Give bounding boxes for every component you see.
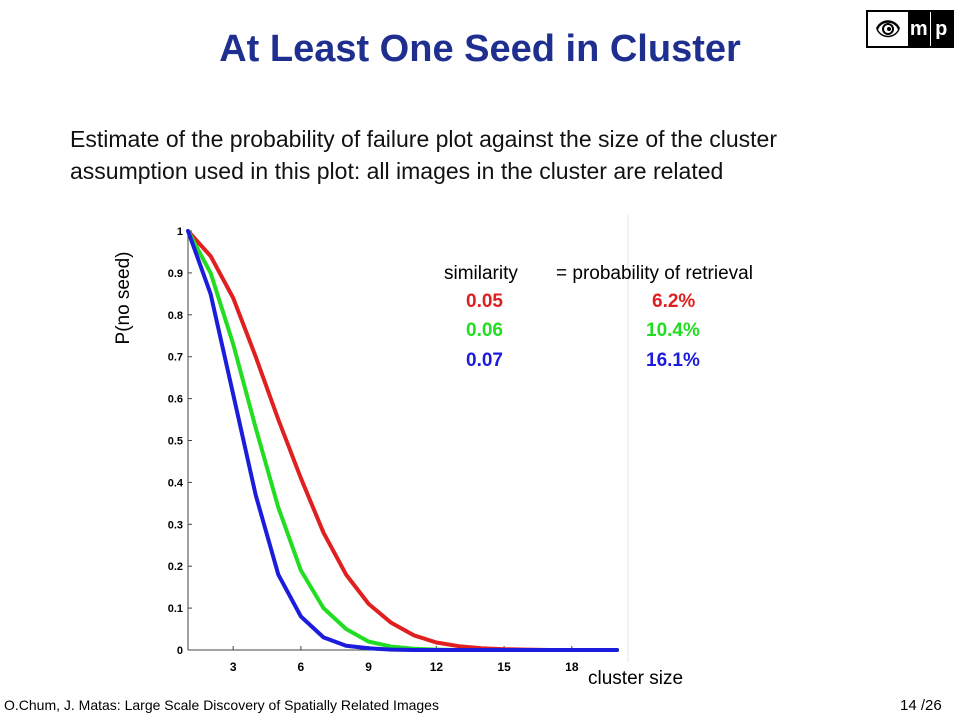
y-tick-label: 0.6 bbox=[168, 394, 183, 406]
y-tick-label: 0.8 bbox=[168, 310, 183, 322]
y-tick-label: 0.2 bbox=[168, 561, 183, 573]
x-tick-label: 18 bbox=[565, 660, 579, 674]
legend-similarity-3: 0.07 bbox=[466, 350, 503, 371]
y-axis-label: P(no seed) bbox=[113, 251, 134, 345]
footer-citation: O.Chum, J. Matas: Large Scale Discovery … bbox=[4, 697, 439, 713]
slide-number: 14 /26 bbox=[900, 697, 942, 714]
y-tick-label: 1 bbox=[177, 226, 183, 238]
y-tick-label: 0 bbox=[177, 645, 183, 657]
x-tick-label: 12 bbox=[430, 660, 444, 674]
legend-header-probability: = probability of retrieval bbox=[556, 263, 753, 284]
legend-probability-3: 16.1% bbox=[646, 350, 700, 371]
legend-probability-1: 6.2% bbox=[652, 291, 696, 312]
x-tick-label: 3 bbox=[230, 660, 237, 674]
cmp-logo: m p bbox=[866, 10, 954, 48]
y-tick-label: 0.5 bbox=[168, 436, 183, 448]
legend-probability-2: 10.4% bbox=[646, 320, 700, 341]
logo-letter-m: m bbox=[908, 12, 931, 46]
y-tick-label: 0.7 bbox=[168, 352, 183, 364]
logo-letter-p: p bbox=[930, 12, 952, 46]
legend-header-similarity: similarity bbox=[444, 263, 518, 284]
eye-icon bbox=[868, 12, 908, 46]
subtitle-line-1: Estimate of the probability of failure p… bbox=[70, 126, 777, 152]
x-tick-label: 15 bbox=[497, 660, 511, 674]
x-tick-label: 9 bbox=[365, 660, 372, 674]
y-tick-label: 0.4 bbox=[168, 477, 184, 489]
legend-similarity-2: 0.06 bbox=[466, 320, 503, 341]
subtitle-line-2: assumption used in this plot: all images… bbox=[70, 158, 724, 184]
y-tick-label: 0.9 bbox=[168, 268, 183, 280]
x-tick-label: 6 bbox=[298, 660, 305, 674]
series-line-3 bbox=[186, 229, 619, 652]
legend-similarity-1: 0.05 bbox=[466, 291, 503, 312]
slide-title: At Least One Seed in Cluster bbox=[219, 28, 741, 70]
y-tick-label: 0.1 bbox=[168, 603, 183, 615]
series-line-2 bbox=[186, 229, 619, 652]
series-line-1 bbox=[186, 229, 619, 652]
x-axis-label: cluster size bbox=[588, 668, 684, 689]
y-tick-label: 0.3 bbox=[168, 519, 183, 531]
